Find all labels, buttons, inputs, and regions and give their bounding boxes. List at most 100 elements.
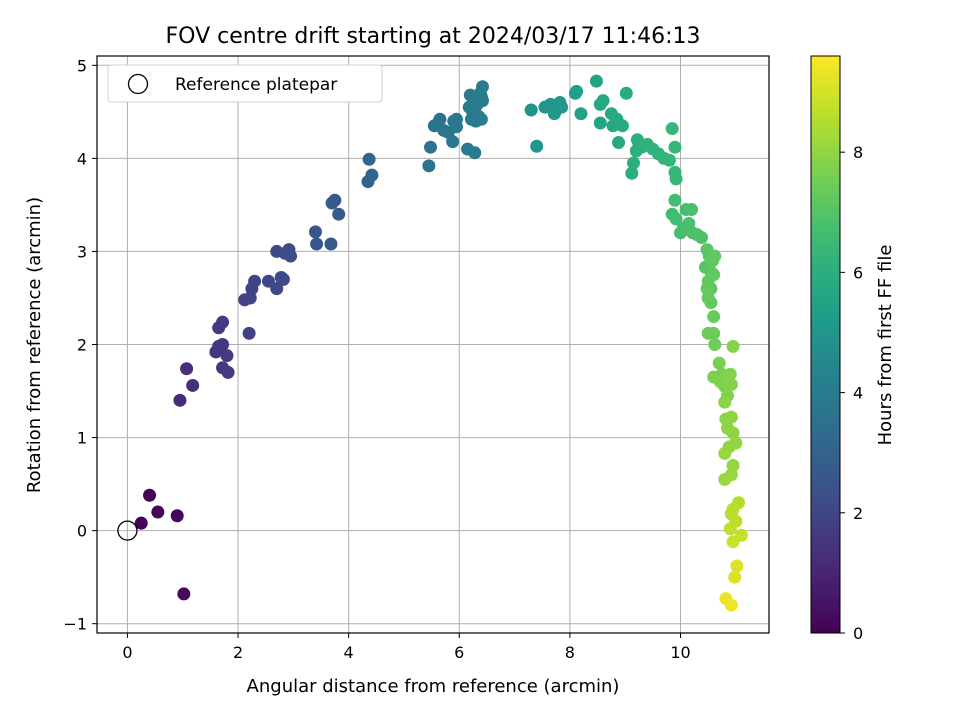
data-point (186, 378, 200, 392)
data-point (476, 80, 490, 94)
x-tick-label: 8 (565, 643, 575, 662)
data-point (530, 139, 544, 153)
data-point (180, 362, 194, 376)
data-point (362, 152, 376, 166)
legend-box (107, 64, 383, 103)
data-point (723, 522, 737, 536)
data-point (143, 488, 157, 502)
x-tick-label: 4 (344, 643, 354, 662)
colorbar-bar (810, 55, 841, 634)
data-point (221, 365, 235, 379)
y-tick-label: −1 (63, 615, 87, 634)
data-point (695, 230, 709, 244)
data-point (669, 212, 683, 226)
data-point (570, 84, 584, 98)
data-point (726, 339, 740, 353)
data-point (446, 135, 460, 149)
data-point (596, 94, 610, 108)
data-point (332, 207, 346, 221)
data-point (328, 193, 342, 207)
data-point (726, 502, 740, 516)
data-point (724, 598, 738, 612)
data-point (612, 136, 626, 150)
data-point (134, 516, 148, 530)
data-point (718, 395, 732, 409)
data-point (593, 116, 607, 130)
data-point (704, 296, 718, 310)
data-point (712, 356, 726, 370)
data-point (284, 249, 298, 263)
data-point (574, 107, 588, 121)
y-tick-label: 5 (77, 56, 87, 75)
data-point (668, 193, 682, 207)
colorbar-tick-label: 6 (853, 263, 863, 282)
data-point (276, 272, 290, 286)
legend-marker (127, 73, 149, 95)
colorbar-tick-label: 0 (853, 624, 863, 643)
data-point (170, 509, 184, 523)
data-point (718, 446, 732, 460)
data-point (177, 587, 191, 601)
colorbar-tick-label: 2 (853, 504, 863, 523)
data-point (216, 315, 230, 329)
data-point (730, 559, 744, 573)
data-point (173, 393, 187, 407)
x-axis-label: Angular distance from reference (arcmin) (247, 676, 620, 697)
colorbar-label: Hours from first FF file (875, 245, 896, 446)
data-point (728, 570, 742, 584)
data-point (464, 112, 478, 126)
data-point (718, 472, 732, 486)
data-point (261, 274, 275, 288)
data-point (723, 367, 737, 381)
data-point (708, 338, 722, 351)
legend: Reference platepar (107, 64, 383, 103)
data-point (308, 225, 322, 239)
data-point (422, 159, 436, 173)
y-tick-label: 1 (77, 429, 87, 448)
data-point (589, 74, 603, 88)
colorbar: 0 2 4 6 8 Hours from first FF file (810, 55, 896, 643)
axes: 0 2 4 6 8 10 −1 0 1 2 3 4 5 (63, 55, 770, 662)
data-point (707, 310, 721, 324)
x-tick-label: 2 (233, 643, 243, 662)
colorbar-tick-label: 4 (853, 384, 863, 403)
colorbar-tick-label: 8 (853, 143, 863, 162)
legend-label: Reference platepar (175, 75, 337, 95)
data-point (662, 153, 676, 167)
x-tick-label: 0 (122, 643, 132, 662)
y-tick-label: 0 (77, 522, 87, 541)
data-point (619, 86, 633, 100)
data-point (708, 249, 722, 263)
data-point (685, 203, 699, 217)
data-point (555, 100, 569, 114)
data-point (216, 338, 230, 351)
data-point (242, 326, 256, 340)
y-tick-label: 2 (77, 336, 87, 355)
data-point (668, 140, 682, 154)
data-point (724, 378, 738, 392)
data-point (626, 156, 640, 170)
x-tick-label: 10 (670, 643, 690, 662)
data-point (424, 140, 438, 154)
data-point (220, 349, 234, 363)
data-point (468, 146, 482, 160)
data-point (248, 274, 262, 288)
data-points (117, 74, 748, 612)
data-point (270, 282, 284, 296)
data-point (625, 166, 639, 180)
y-tick-label: 3 (77, 242, 87, 261)
data-point (726, 535, 740, 549)
x-tick-label: 6 (454, 643, 464, 662)
data-point (724, 410, 738, 424)
data-point (450, 120, 464, 134)
chart-title: FOV centre drift starting at 2024/03/17 … (166, 24, 701, 49)
data-point (310, 237, 324, 251)
data-point (365, 168, 379, 182)
data-point (151, 505, 165, 519)
data-point (463, 88, 477, 102)
data-point (474, 112, 488, 126)
data-point (726, 426, 740, 440)
data-point (524, 103, 538, 117)
reference-platepar-marker (117, 520, 138, 541)
